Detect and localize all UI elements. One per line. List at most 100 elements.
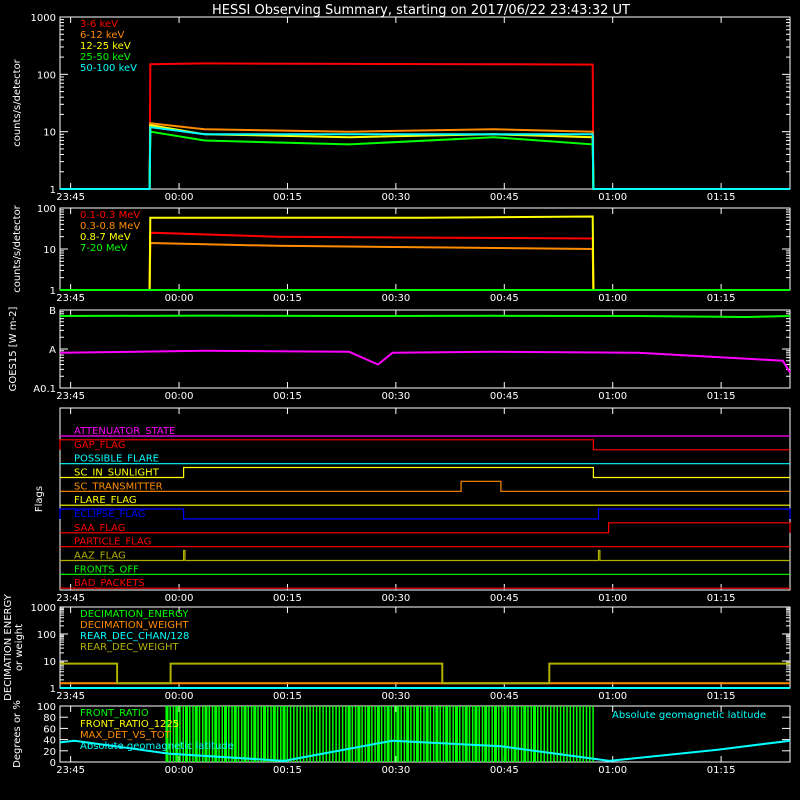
flag-line: [60, 480, 790, 492]
panel-6: 23:45 00:00 00:15 00:30 00:45 01:00 01:15 02040…: [12, 700, 791, 776]
y-tick-label: A0.1: [33, 384, 56, 395]
flag-line: [60, 549, 790, 562]
x-tick-label: 00:45: [490, 765, 519, 776]
x-tick-label: 01:15: [707, 192, 736, 203]
legend-entry: FRONT_RATIO_1225: [80, 719, 179, 730]
x-tick-label: 01:15: [707, 691, 736, 702]
panel-2: 23:45 00:00 00:15 00:30 00:45 01:00 01:15 1 10 10…: [12, 204, 791, 304]
series-line: [59, 739, 791, 762]
legend-entry: 0.1-0.3 MeV: [80, 210, 140, 221]
flag-label: ATTENUATOR_STATE: [74, 426, 175, 437]
x-tick-label: 00:00: [165, 391, 194, 402]
y-tick-label: 1: [50, 684, 56, 695]
x-tick-label: 00:30: [381, 765, 410, 776]
flag-label: SAA_FLAG: [74, 523, 125, 534]
y-tick-label: B: [49, 306, 56, 317]
panel-3: 23:45 00:00 00:15 00:30 00:45 01:00 01:15 A0.1 A…: [8, 306, 791, 402]
series-line: [59, 349, 791, 374]
series-line: [60, 662, 790, 685]
figure-title: HESSI Observing Summary, starting on 201…: [212, 3, 630, 18]
y-tick-label: 1: [50, 185, 56, 196]
legend-entry: 12-25 keV: [80, 41, 131, 52]
y-tick-label: 40: [43, 736, 56, 747]
y-tick-label: 1: [50, 286, 56, 297]
x-tick-label: 01:00: [598, 293, 627, 304]
y-tick-label: 100: [37, 204, 56, 215]
annotation: Absolute geomagnetic latitude: [612, 710, 766, 721]
x-tick-label: 00:15: [273, 293, 302, 304]
x-tick-label: 01:15: [707, 391, 736, 402]
legend-entry: 0.8-7 MeV: [80, 232, 131, 243]
x-tick-label: 01:00: [598, 391, 627, 402]
flag-label: PARTICLE_FLAG: [74, 537, 151, 548]
legend-entry: 25-50 keV: [80, 52, 131, 63]
plot-frame: [59, 407, 791, 591]
flag-line: [59, 508, 791, 520]
x-tick-label: 01:15: [707, 593, 736, 604]
x-tick-label: 23:45: [56, 192, 85, 203]
flag-label: FLARE_FLAG: [74, 495, 137, 506]
plot-frame: [59, 705, 791, 763]
legend-entry: REAR_DEC_CHAN/128: [80, 631, 189, 642]
panel-1: 23:45 00:00 00:15 00:30 00:45 01:00 01:15 1 10 10…: [12, 13, 791, 203]
x-tick-label: 00:15: [273, 765, 302, 776]
flag-label: SC_TRANSMITTER: [74, 481, 163, 492]
x-tick-label: 23:45: [56, 765, 85, 776]
x-tick-label: 01:00: [598, 765, 627, 776]
series-line: [59, 314, 791, 319]
y-tick-label: 60: [43, 724, 56, 735]
x-tick-label: 23:45: [56, 293, 85, 304]
y-axis-label: Degrees or %: [12, 700, 23, 768]
x-tick-label: 01:00: [598, 691, 627, 702]
y-tick-label: 100: [37, 70, 56, 81]
x-tick-label: 00:00: [165, 765, 194, 776]
x-tick-label: 00:15: [273, 691, 302, 702]
y-tick-label: 10: [43, 128, 56, 139]
y-tick-label: 100: [37, 630, 56, 641]
legend-entry: DECIMATION_WEIGHT: [80, 620, 189, 631]
flag-label: SC_IN_SUNLIGHT: [74, 468, 160, 479]
x-tick-label: 00:00: [165, 293, 194, 304]
panels: 23:45 00:00 00:15 00:30 00:45 01:00 01:1511010…: [3, 13, 791, 776]
legend-entry: REAR_DEC_WEIGHT: [80, 642, 179, 653]
y-axis-label: or weight: [14, 624, 25, 671]
y-tick-label: 0: [50, 758, 56, 769]
legend-entry: 7-20 MeV: [80, 243, 128, 254]
x-tick-label: 23:45: [56, 593, 85, 604]
legend-entry: FRONT_RATIO: [80, 708, 149, 719]
y-tick-label: 10: [43, 657, 56, 668]
x-tick-label: 00:45: [490, 391, 519, 402]
x-tick-label: 01:15: [707, 765, 736, 776]
legend-entry: 0.3-0.8 MeV: [80, 221, 140, 232]
series-line: [60, 215, 790, 291]
y-tick-label: 10: [43, 245, 56, 256]
x-tick-label: 00:15: [273, 391, 302, 402]
x-tick-label: 00:15: [273, 192, 302, 203]
x-tick-label: 01:00: [598, 192, 627, 203]
panel-5: 23:45 00:00 00:15 00:30 00:45 01:00 01:15 1 10 10…: [3, 593, 791, 702]
x-tick-label: 00:30: [381, 293, 410, 304]
flag-label: ECLIPSE_FLAG: [74, 509, 145, 520]
flag-label: FRONTS_OFF: [74, 564, 139, 575]
x-tick-label: 00:00: [165, 593, 194, 604]
flag-line: [60, 466, 790, 479]
flag-label: POSSIBLE_FLARE: [74, 454, 159, 465]
x-tick-label: 23:45: [56, 391, 85, 402]
legend-entry: 3-6 keV: [80, 19, 118, 30]
y-axis-label: counts/s/detector: [12, 204, 23, 292]
y-tick-label: 20: [43, 747, 56, 758]
plot-frame: [59, 16, 791, 190]
x-tick-label: 00:45: [490, 192, 519, 203]
y-tick-label: 1000: [31, 603, 56, 614]
x-tick-label: 00:00: [165, 192, 194, 203]
x-tick-label: 01:15: [707, 293, 736, 304]
y-axis-label: DECIMATION ENERGY: [3, 593, 14, 701]
x-tick-label: 00:15: [273, 593, 302, 604]
y-tick-label: 100: [37, 702, 56, 713]
flag-line: [60, 522, 791, 534]
x-tick-label: 00:30: [381, 593, 410, 604]
legend-entry: 50-100 keV: [80, 63, 137, 74]
x-tick-label: 00:45: [490, 293, 519, 304]
y-tick-label: 80: [43, 713, 56, 724]
